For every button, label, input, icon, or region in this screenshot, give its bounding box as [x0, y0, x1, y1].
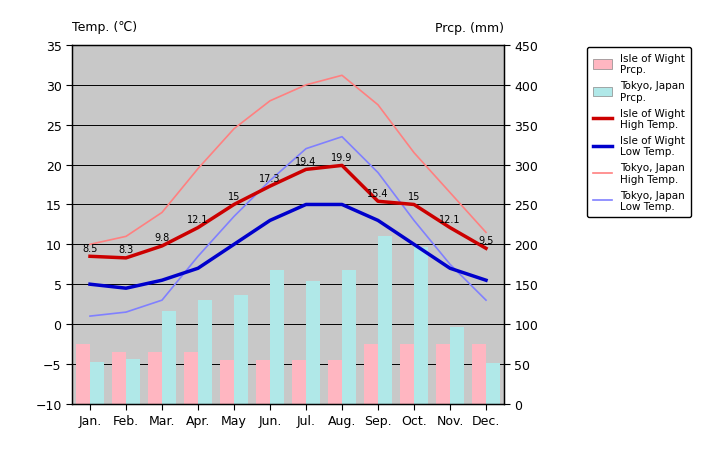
Text: 8.5: 8.5 [82, 243, 98, 253]
Bar [198, 301, 212, 404]
Text: 9.8: 9.8 [154, 233, 170, 243]
Bar [234, 295, 248, 404]
Bar [450, 328, 464, 404]
Bar [400, 344, 414, 404]
Text: 15: 15 [408, 191, 420, 202]
Bar [414, 247, 428, 404]
Bar [184, 352, 198, 404]
Text: Temp. (℃): Temp. (℃) [72, 21, 137, 34]
Bar [328, 360, 342, 404]
Bar [342, 270, 356, 404]
Bar [90, 363, 104, 404]
Text: 19.9: 19.9 [331, 152, 353, 162]
Bar [292, 360, 306, 404]
Bar [472, 344, 486, 404]
Bar [364, 344, 378, 404]
Bar [220, 360, 234, 404]
Bar [436, 344, 450, 404]
Text: 12.1: 12.1 [439, 214, 461, 224]
Bar [162, 311, 176, 404]
Bar [256, 360, 270, 404]
Bar [112, 352, 126, 404]
Text: 19.4: 19.4 [295, 157, 317, 167]
Bar [306, 281, 320, 404]
Bar [270, 270, 284, 404]
Bar [486, 364, 500, 404]
Text: Prcp. (mm): Prcp. (mm) [435, 22, 504, 35]
Text: 12.1: 12.1 [187, 214, 209, 224]
Text: 9.5: 9.5 [478, 235, 494, 245]
Bar [378, 237, 392, 404]
Text: 8.3: 8.3 [118, 245, 134, 255]
Text: 15: 15 [228, 191, 240, 202]
Bar [148, 352, 162, 404]
Bar [126, 359, 140, 404]
Text: 15.4: 15.4 [367, 188, 389, 198]
Legend: Isle of Wight
Prcp., Tokyo, Japan
Prcp., Isle of Wight
High Temp., Isle of Wight: Isle of Wight Prcp., Tokyo, Japan Prcp.,… [587, 48, 691, 218]
Bar [76, 344, 90, 404]
Text: 17.3: 17.3 [259, 173, 281, 183]
